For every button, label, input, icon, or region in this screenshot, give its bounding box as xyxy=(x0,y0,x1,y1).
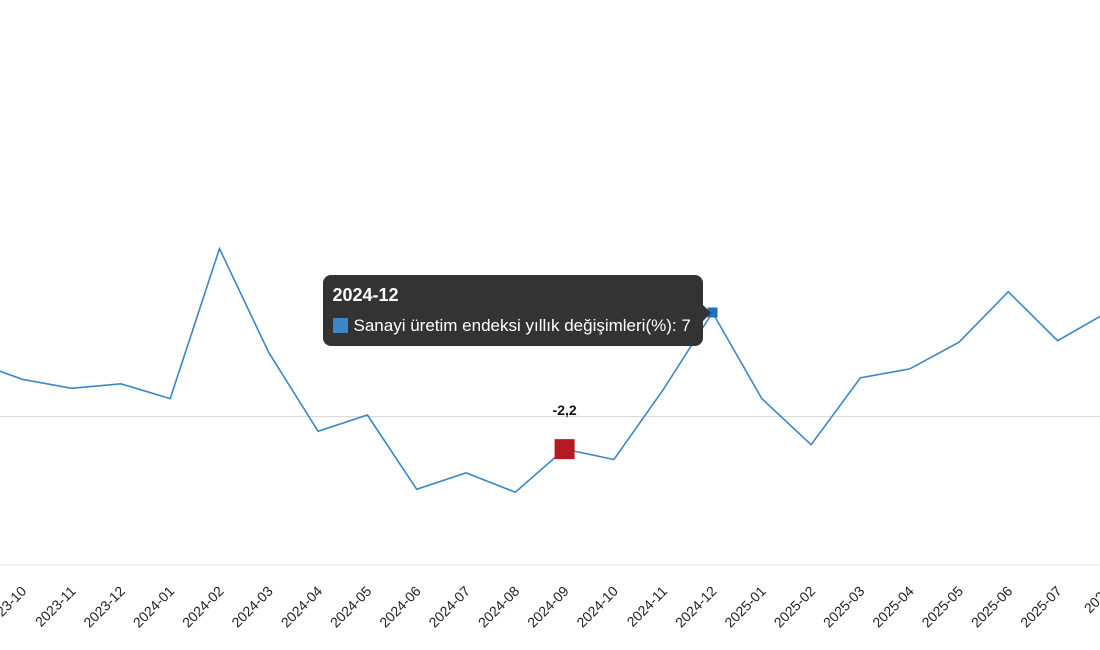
data-label-highlight: -2,2 xyxy=(553,402,577,418)
x-tick-label: 2024-12 xyxy=(672,583,720,631)
highlight-marker[interactable] xyxy=(554,439,575,460)
data-point[interactable] xyxy=(68,384,76,392)
data-point[interactable] xyxy=(610,456,618,464)
x-tick-label: 2025-05 xyxy=(918,583,966,631)
x-tick-label: 2024-05 xyxy=(327,583,375,631)
data-point[interactable] xyxy=(955,338,963,346)
data-point[interactable] xyxy=(462,469,470,477)
x-tick-label: 2025-04 xyxy=(869,583,917,631)
data-point[interactable] xyxy=(216,245,224,253)
series-line xyxy=(0,246,1100,494)
x-tick-label: 2025-07 xyxy=(1017,583,1065,631)
x-axis-tick-labels: 23-10 2023-11 2023-12 2024-01 2024-02 2024-03… xyxy=(0,583,1100,631)
x-tick-label: 23-10 xyxy=(0,583,30,620)
x-tick-label: 2024-10 xyxy=(573,583,621,631)
data-point[interactable] xyxy=(18,375,26,383)
x-tick-label: 2024-02 xyxy=(179,583,227,631)
data-point[interactable] xyxy=(659,386,667,394)
x-tick-label: 2025-02 xyxy=(771,583,819,631)
x-tick-label: 2025-03 xyxy=(820,583,868,631)
x-tick-label: 2024-11 xyxy=(623,583,670,630)
data-point[interactable] xyxy=(117,380,125,388)
data-point[interactable] xyxy=(413,485,421,493)
x-tick-label: 2025-01 xyxy=(721,583,769,631)
data-point[interactable] xyxy=(758,395,766,403)
x-tick-label: 2023-11 xyxy=(32,583,79,630)
x-tick-label: 2024-07 xyxy=(425,583,473,631)
data-point[interactable] xyxy=(166,395,174,403)
x-tick-label: 2024-03 xyxy=(228,583,276,631)
x-tick-label: 2024-04 xyxy=(278,583,326,631)
tooltip-point-marker[interactable] xyxy=(707,307,718,318)
x-tick-label: 2024-06 xyxy=(376,583,424,631)
data-point[interactable] xyxy=(906,365,914,373)
x-tick-label: 2024-08 xyxy=(475,583,523,631)
x-tick-label: 2025 xyxy=(1081,583,1100,616)
x-tick-label: 2023-12 xyxy=(80,583,128,631)
data-point[interactable] xyxy=(1004,288,1012,296)
data-point[interactable] xyxy=(363,411,371,419)
data-point[interactable] xyxy=(856,374,864,382)
highlight-markers xyxy=(554,307,718,460)
x-tick-label: 2024-09 xyxy=(524,583,572,631)
data-points[interactable] xyxy=(0,245,1100,497)
data-point[interactable] xyxy=(265,349,273,357)
data-point[interactable] xyxy=(314,427,322,435)
x-tick-label: 2024-01 xyxy=(130,583,178,631)
x-tick-label: 2025-06 xyxy=(968,583,1016,631)
data-point[interactable] xyxy=(1054,337,1062,345)
data-point[interactable] xyxy=(511,488,519,496)
data-point[interactable] xyxy=(807,441,815,449)
